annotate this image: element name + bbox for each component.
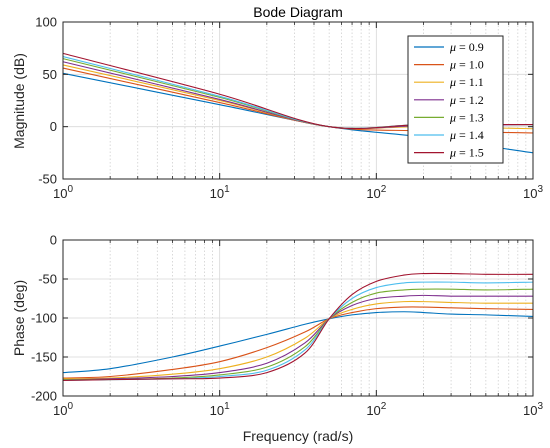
magnitude-axes: 100 101 102 103 -50 0 50 100 Bode Diagram Magni…	[11, 4, 543, 201]
legend-entry: μ = 1.1	[449, 75, 484, 89]
y-tick-label: -50	[38, 272, 57, 287]
y-tick-label: 0	[50, 233, 57, 248]
legend-entry: μ = 1.4	[449, 128, 484, 142]
x-tick-label: 101	[210, 401, 230, 418]
legend-entry: μ = 1.0	[449, 58, 484, 72]
phase-series-line-0	[62, 311, 534, 374]
x-tick-label: 102	[366, 184, 386, 201]
phase-series-line-4	[62, 288, 534, 381]
y-tick-label: -50	[38, 172, 57, 187]
phase-series-line-1	[62, 306, 534, 379]
y-tick-label: -150	[31, 350, 57, 365]
legend: μ = 0.9 μ = 1.0 μ = 1.1 μ = 1.2 μ = 1.3 μ = 1…	[407, 35, 504, 164]
y-tick-label: 0	[50, 119, 57, 134]
phase-series-line-6	[62, 272, 534, 381]
x-tick-label: 100	[53, 184, 73, 201]
x-axis-label: Frequency (rad/s)	[243, 428, 353, 444]
phase-y-label: Phase (deg)	[11, 280, 27, 356]
magnitude-axes-box	[62, 21, 534, 180]
x-tick-label: 103	[523, 184, 543, 201]
legend-entry: μ = 0.9	[449, 40, 484, 54]
magnitude-ticks: 100 101 102 103 -50 0 50 100	[35, 15, 543, 202]
x-tick-label: 103	[523, 401, 543, 418]
chart-title: Bode Diagram	[253, 4, 343, 20]
phase-ticks: 100 101 102 103 -200 -150 -100 -50 0	[31, 233, 543, 419]
x-tick-label: 101	[210, 184, 230, 201]
phase-axes: 100 101 102 103 -200 -150 -100 -50 0 Phase (deg)…	[11, 233, 543, 445]
legend-entry: μ = 1.3	[449, 110, 484, 124]
y-tick-label: 100	[35, 15, 57, 30]
y-tick-label: 50	[43, 67, 57, 82]
magnitude-y-label: Magnitude (dB)	[11, 53, 27, 149]
x-tick-label: 100	[53, 401, 73, 418]
phase-series-line-3	[62, 294, 533, 381]
legend-entry: μ = 1.2	[449, 93, 484, 107]
phase-series-line-2	[62, 300, 534, 380]
y-tick-label: -100	[31, 311, 57, 326]
legend-entry: μ = 1.5	[449, 146, 484, 160]
x-tick-label: 102	[366, 401, 386, 418]
phase-series-group	[62, 272, 534, 381]
y-tick-label: -200	[31, 389, 57, 404]
